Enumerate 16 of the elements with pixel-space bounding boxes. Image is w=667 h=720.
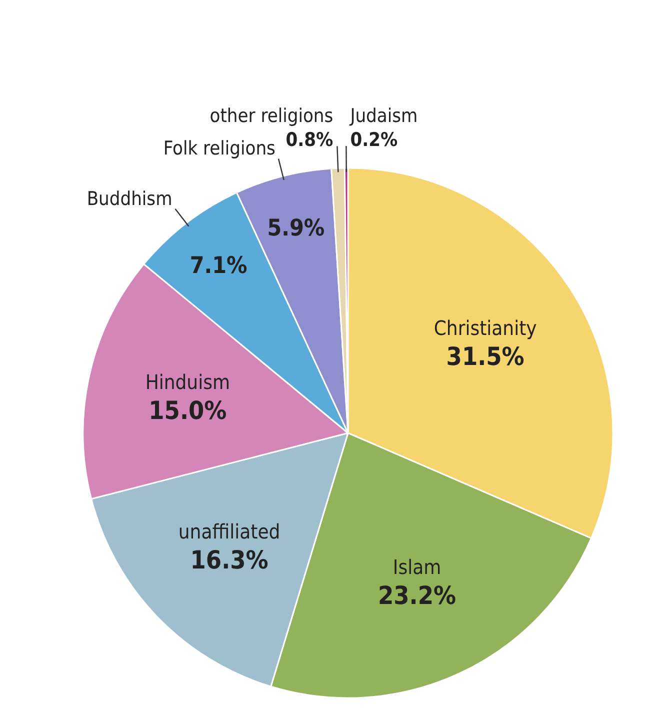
slice-label: Buddhism	[86, 188, 172, 210]
data-label: 15.0%	[148, 396, 227, 426]
data-label: 23.2%	[378, 581, 456, 610]
slice-label: Judaism	[349, 105, 418, 128]
slice-label: Hinduism	[145, 370, 230, 394]
data-label: 7.1%	[190, 253, 248, 280]
slice-label: Christianity	[434, 316, 538, 340]
data-label: 5.9%	[267, 215, 325, 242]
data-label: 0.2%	[350, 129, 398, 152]
slice-label: Folk religions	[163, 138, 276, 160]
data-label: 0.8%	[286, 129, 334, 152]
slice-label: unaffiliated	[178, 520, 280, 544]
data-label: 16.3%	[190, 546, 268, 575]
data-label: 31.5%	[446, 342, 524, 371]
slice-label: other religions	[210, 105, 334, 128]
slice-label: Islam	[392, 555, 442, 580]
